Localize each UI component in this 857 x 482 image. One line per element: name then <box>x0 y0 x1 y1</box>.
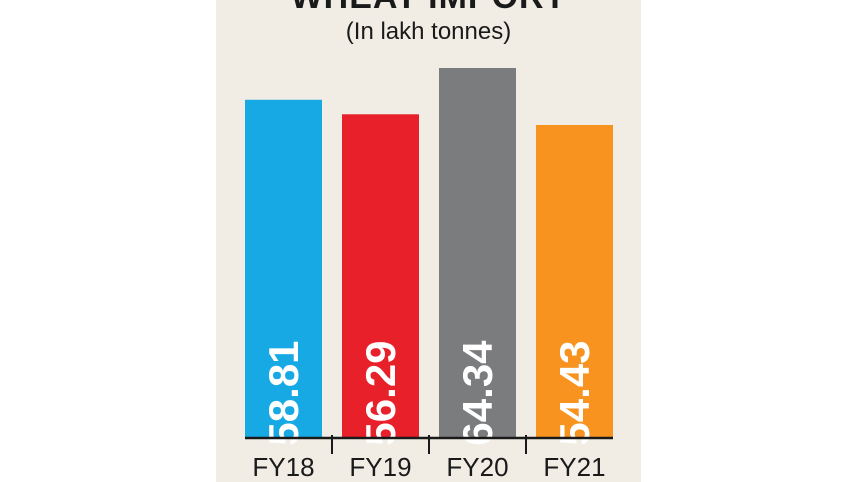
category-label-fy21: FY21 <box>543 452 605 482</box>
category-label-fy18: FY18 <box>252 452 314 482</box>
category-label-fy20: FY20 <box>446 452 508 482</box>
value-label-fy21: 54.43 <box>551 340 598 445</box>
chart-panel: WHEAT IMPORT (In lakh tonnes) 58.81FY185… <box>216 0 641 482</box>
chart-title: WHEAT IMPORT <box>216 0 641 17</box>
value-label-fy18: 58.81 <box>260 340 307 445</box>
value-label-fy19: 56.29 <box>357 340 404 445</box>
bar-fy19 <box>342 114 419 439</box>
bar-chart: 58.81 FY18 56.29 FY19 64.34 FY20 54.43 FY21 <box>245 68 613 482</box>
bar-fy20 <box>439 68 516 438</box>
bar-fy18 <box>245 99 322 439</box>
category-label-fy19: FY19 <box>349 452 411 482</box>
chart-subtitle: (In lakh tonnes) <box>345 18 512 45</box>
value-label-fy20: 64.34 <box>454 340 501 446</box>
bar-fy21 <box>536 124 613 438</box>
